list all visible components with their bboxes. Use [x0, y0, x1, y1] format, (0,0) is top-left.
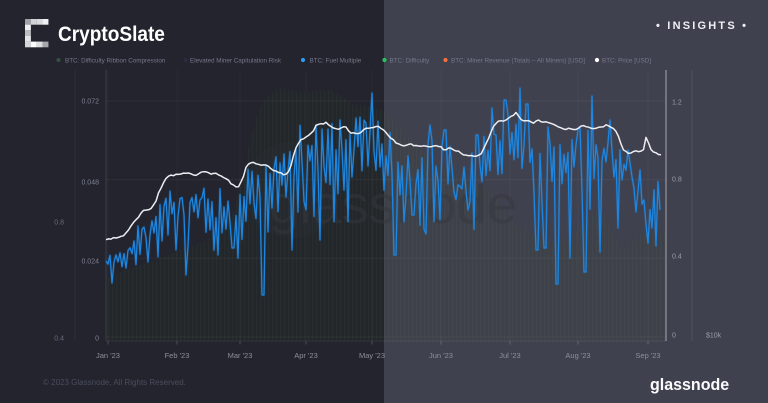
svg-text:Apr '23: Apr '23: [294, 351, 318, 360]
svg-text:BTC: Difficulty: BTC: Difficulty: [390, 57, 431, 64]
svg-text:Jan '23: Jan '23: [96, 351, 120, 360]
svg-text:BTC: Miner Revenue (Totals – A: BTC: Miner Revenue (Totals – All Miners)…: [451, 57, 585, 64]
svg-text:0: 0: [672, 333, 676, 340]
svg-text:Jun '23: Jun '23: [429, 351, 453, 360]
svg-text:Aug '23: Aug '23: [565, 351, 590, 360]
svg-text:0.8: 0.8: [54, 220, 64, 227]
svg-text:BTC: Price [USD]: BTC: Price [USD]: [602, 57, 651, 64]
svg-text:1.2: 1.2: [672, 100, 682, 107]
svg-text:0.072: 0.072: [81, 99, 99, 106]
svg-text:Sep '23: Sep '23: [635, 351, 660, 360]
svg-text:Jul '23: Jul '23: [499, 351, 520, 360]
svg-text:Elevated Miner Capitulation Ri: Elevated Miner Capitulation Risk: [190, 57, 282, 64]
svg-text:BTC: Fuel Multiple: BTC: Fuel Multiple: [310, 57, 362, 64]
svg-text:0.4: 0.4: [54, 336, 64, 343]
svg-text:BTC: Difficulty Ribbon Compres: BTC: Difficulty Ribbon Compression: [65, 57, 166, 64]
svg-text:0.8: 0.8: [672, 177, 682, 184]
svg-text:0.048: 0.048: [81, 180, 99, 187]
svg-text:0: 0: [95, 336, 99, 343]
svg-text:$10k: $10k: [706, 333, 722, 340]
svg-text:0.024: 0.024: [81, 259, 99, 266]
svg-text:0.4: 0.4: [672, 254, 682, 261]
svg-text:Mar '23: Mar '23: [228, 351, 253, 360]
svg-text:Feb '23: Feb '23: [165, 351, 190, 360]
svg-text:May '23: May '23: [359, 351, 385, 360]
